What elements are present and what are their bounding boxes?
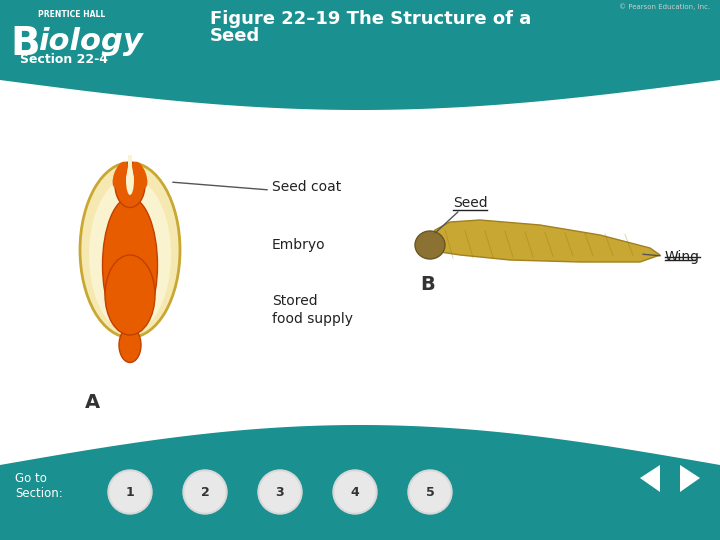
Text: Seed coat: Seed coat — [272, 180, 341, 194]
Polygon shape — [0, 425, 720, 540]
Text: A: A — [85, 393, 100, 412]
Circle shape — [108, 470, 152, 514]
Polygon shape — [128, 155, 132, 185]
Text: Section 22-4: Section 22-4 — [20, 53, 108, 66]
Text: B: B — [10, 25, 40, 63]
Circle shape — [110, 472, 150, 512]
Ellipse shape — [89, 178, 171, 333]
Text: Embryo: Embryo — [272, 238, 325, 252]
Polygon shape — [430, 220, 660, 262]
Text: Stored
food supply: Stored food supply — [272, 294, 353, 326]
Text: Seed: Seed — [210, 27, 260, 45]
Circle shape — [335, 472, 375, 512]
Circle shape — [258, 470, 302, 514]
Text: PRENTICE HALL: PRENTICE HALL — [38, 10, 105, 19]
Text: iology: iology — [38, 27, 143, 56]
Ellipse shape — [119, 327, 141, 362]
FancyBboxPatch shape — [0, 0, 720, 80]
Text: B: B — [420, 275, 435, 294]
Ellipse shape — [132, 161, 148, 188]
Text: 1: 1 — [125, 485, 135, 498]
Text: 3: 3 — [276, 485, 284, 498]
Polygon shape — [0, 0, 720, 110]
Text: 4: 4 — [351, 485, 359, 498]
Circle shape — [260, 472, 300, 512]
Circle shape — [408, 470, 452, 514]
Circle shape — [410, 472, 450, 512]
Polygon shape — [680, 465, 700, 492]
Ellipse shape — [415, 231, 445, 259]
Ellipse shape — [115, 163, 145, 207]
Ellipse shape — [102, 198, 158, 333]
Ellipse shape — [126, 165, 134, 195]
Text: Figure 22–19 The Structure of a: Figure 22–19 The Structure of a — [210, 10, 531, 28]
Ellipse shape — [112, 161, 127, 188]
Circle shape — [183, 470, 227, 514]
Polygon shape — [640, 465, 660, 492]
Ellipse shape — [105, 255, 155, 335]
Text: 2: 2 — [201, 485, 210, 498]
Polygon shape — [0, 465, 720, 540]
Text: 5: 5 — [426, 485, 434, 498]
Text: Go to
Section:: Go to Section: — [15, 472, 63, 500]
Text: Wing: Wing — [665, 250, 700, 264]
Text: Seed: Seed — [453, 196, 487, 210]
Text: © Pearson Education, Inc.: © Pearson Education, Inc. — [618, 3, 710, 10]
Polygon shape — [0, 0, 720, 80]
Circle shape — [333, 470, 377, 514]
Circle shape — [185, 472, 225, 512]
Ellipse shape — [80, 163, 180, 338]
